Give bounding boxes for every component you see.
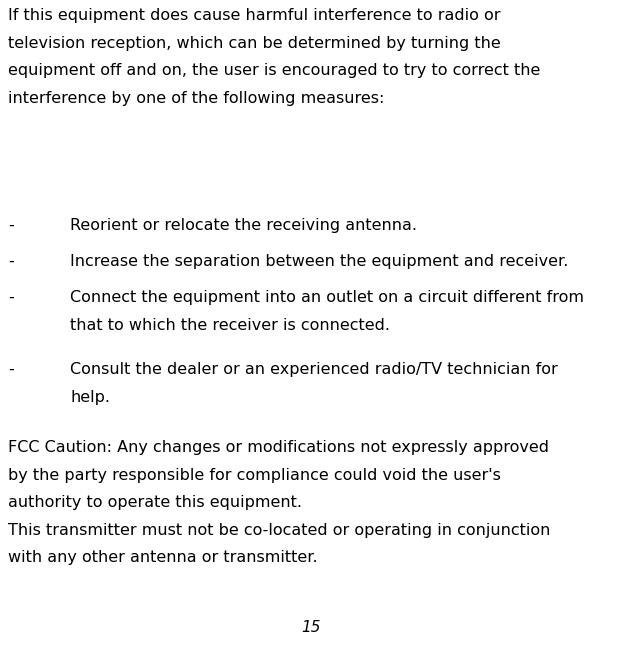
Text: -: - (8, 254, 14, 269)
Text: Increase the separation between the equipment and receiver.: Increase the separation between the equi… (70, 254, 568, 269)
Text: 15: 15 (302, 620, 321, 635)
Text: Connect the equipment into an outlet on a circuit different from
that to which t: Connect the equipment into an outlet on … (70, 290, 584, 332)
Text: If this equipment does cause harmful interference to radio or
television recepti: If this equipment does cause harmful int… (8, 8, 540, 106)
Text: -: - (8, 290, 14, 305)
Text: Consult the dealer or an experienced radio/TV technician for
help.: Consult the dealer or an experienced rad… (70, 362, 558, 404)
Text: -: - (8, 218, 14, 233)
Text: Reorient or relocate the receiving antenna.: Reorient or relocate the receiving anten… (70, 218, 417, 233)
Text: -: - (8, 362, 14, 377)
Text: FCC Caution: Any changes or modifications not expressly approved
by the party re: FCC Caution: Any changes or modification… (8, 440, 550, 566)
